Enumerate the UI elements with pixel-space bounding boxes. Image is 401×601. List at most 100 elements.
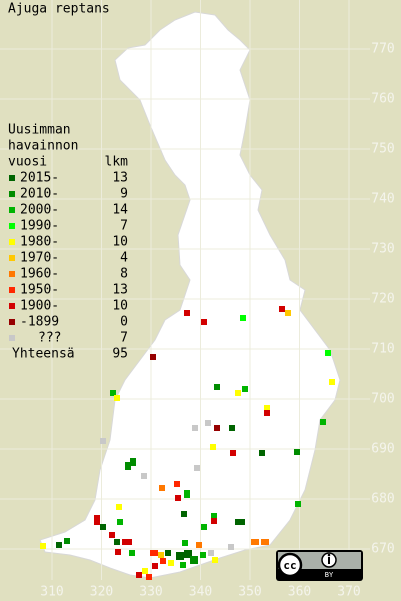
observation: [180, 562, 186, 568]
observation: [214, 425, 220, 431]
observation: [114, 539, 120, 545]
legend-swatch: [9, 255, 15, 261]
grid: [0, 0, 370, 580]
observation: [100, 524, 106, 530]
title: Ajuga reptans: [8, 2, 110, 17]
legend-count: 13: [112, 283, 128, 298]
by-icon-head: [327, 553, 331, 557]
observation: [205, 420, 211, 426]
observation: [125, 462, 131, 470]
x-axis-label: 350: [238, 585, 261, 600]
legend-count: 0: [120, 315, 128, 330]
y-axis-label: 740: [371, 192, 394, 207]
legend-count: 14: [112, 203, 128, 218]
y-axis-label: 710: [371, 342, 394, 357]
legend-swatch: [9, 271, 15, 277]
observation: [150, 550, 158, 556]
observation: [100, 438, 106, 444]
observation: [176, 552, 184, 560]
legend-swatch: [9, 239, 15, 245]
observation: [136, 572, 142, 578]
observation: [182, 540, 188, 546]
x-axis-label: 360: [288, 585, 311, 600]
y-axis-label: 770: [371, 42, 394, 57]
observation: [251, 539, 259, 545]
legend-label: 1980-: [20, 235, 59, 250]
observation: [264, 410, 270, 416]
y-axis-label: 670: [371, 542, 394, 557]
observation: [329, 379, 335, 385]
observation: [201, 524, 207, 530]
observation: [295, 501, 301, 507]
observation: [194, 465, 200, 471]
observation: [264, 405, 270, 411]
observation: [114, 395, 120, 401]
legend-swatch: [9, 319, 15, 325]
observation: [320, 419, 326, 425]
y-axis-label: 720: [371, 292, 394, 307]
observation: [259, 450, 265, 456]
observation: [184, 550, 192, 558]
x-axis-label: 370: [337, 585, 360, 600]
x-axis-label: 310: [40, 585, 63, 600]
observation: [184, 310, 190, 316]
observation: [130, 458, 136, 466]
observation: [165, 550, 171, 556]
observation: [142, 568, 148, 574]
legend-heading: vuosi: [8, 155, 47, 170]
observation: [190, 556, 198, 564]
y-axis-label: 760: [371, 92, 394, 107]
observation: [141, 473, 147, 479]
y-axis-label: 750: [371, 142, 394, 157]
observation: [109, 532, 115, 538]
finland: [39, 11, 341, 579]
observation: [40, 543, 46, 549]
observation: [129, 550, 135, 556]
x-axis-label: 340: [189, 585, 212, 600]
cc-circle: [277, 552, 303, 578]
observation: [261, 539, 269, 545]
legend-swatch: [9, 191, 15, 197]
observation: [159, 485, 165, 491]
observation: [152, 563, 158, 569]
observation: [94, 515, 100, 525]
observation: [192, 425, 198, 431]
legend-total: 95: [112, 347, 128, 362]
observation: [158, 552, 164, 558]
observation: [228, 544, 234, 550]
legend-heading: havainnon: [8, 139, 78, 154]
observation: [211, 513, 217, 519]
legend-count-heading: lkm: [105, 155, 129, 170]
y-axis-label: 690: [371, 442, 394, 457]
legend-label: 2010-: [20, 187, 59, 202]
observation: [115, 549, 121, 555]
legend-count: 10: [112, 299, 128, 314]
observation: [230, 450, 236, 456]
observations: [40, 306, 335, 580]
observation: [325, 350, 331, 356]
observation: [56, 542, 62, 548]
legend-label: -1899: [20, 315, 59, 330]
observation: [210, 444, 216, 450]
legend-label: ???: [38, 331, 61, 346]
license-badge: cc BY: [276, 550, 363, 581]
observation: [240, 315, 246, 321]
legend-swatch: [9, 287, 15, 293]
observation: [175, 495, 181, 501]
legend-label: 2000-: [20, 203, 59, 218]
observation: [160, 558, 166, 564]
legend-swatch: [9, 335, 15, 341]
legend-heading: Uusimman: [8, 123, 71, 138]
observation: [212, 557, 218, 563]
observation: [242, 386, 248, 392]
cc-text: cc: [283, 559, 296, 572]
observation: [235, 519, 245, 525]
legend-count: 7: [120, 331, 128, 346]
legend-count: 10: [112, 235, 128, 250]
observation: [181, 511, 187, 517]
observation: [116, 504, 122, 510]
observation: [214, 384, 220, 390]
by-text: BY: [325, 571, 334, 579]
